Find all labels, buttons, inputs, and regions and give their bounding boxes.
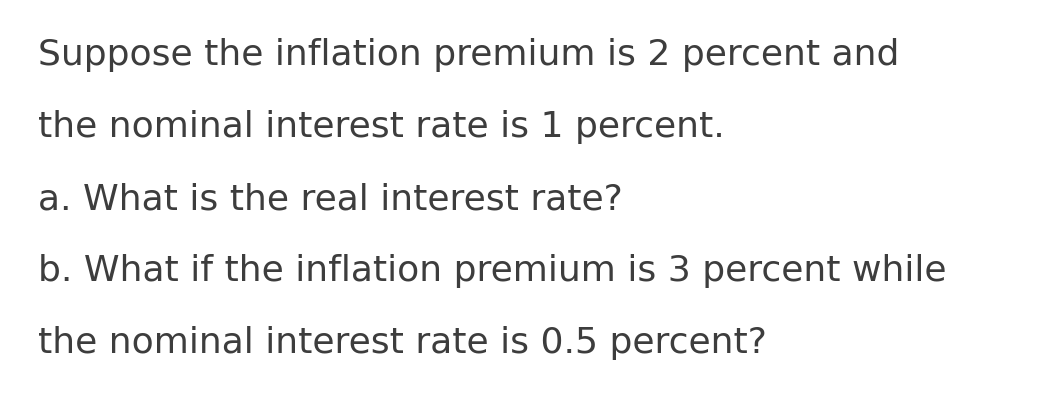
Text: the nominal interest rate is 1 percent.: the nominal interest rate is 1 percent. — [39, 110, 725, 144]
Text: Suppose the inflation premium is 2 percent and: Suppose the inflation premium is 2 perce… — [39, 38, 899, 72]
Text: the nominal interest rate is 0.5 percent?: the nominal interest rate is 0.5 percent… — [39, 326, 767, 360]
Text: b. What if the inflation premium is 3 percent while: b. What if the inflation premium is 3 pe… — [39, 254, 946, 288]
Text: a. What is the real interest rate?: a. What is the real interest rate? — [39, 182, 623, 216]
